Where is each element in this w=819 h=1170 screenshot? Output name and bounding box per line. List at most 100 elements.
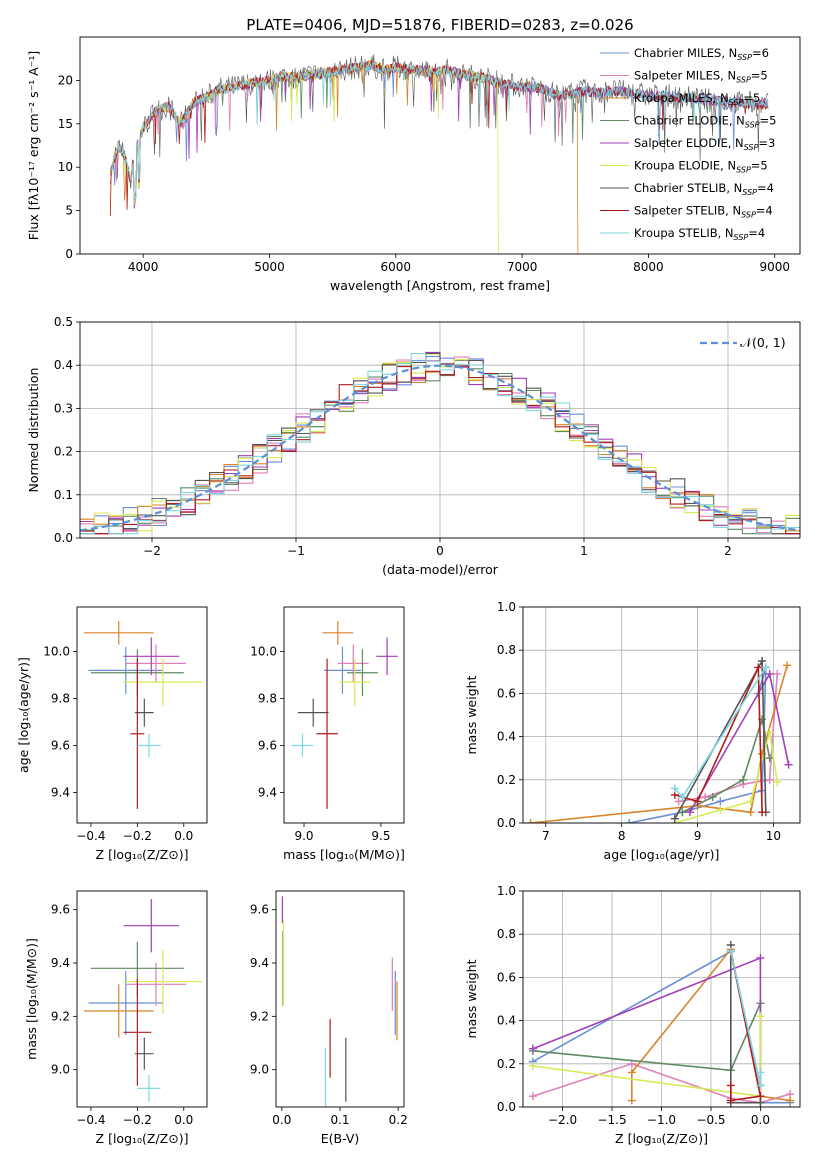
x-tick-label: 7000	[507, 260, 538, 274]
y-tick-label: 5	[65, 204, 73, 218]
x-tick-label: 8000	[633, 260, 664, 274]
y-axis-label: mass weight	[464, 675, 479, 754]
weight-point-marker	[528, 1061, 537, 1070]
mass-vs-EBV-panel: 0.0 0.1 0.2 9.0 9.2 9.4 9.6 E(B-V)	[250, 890, 408, 1146]
normal-curve	[79, 364, 801, 532]
y-tick-label: 10.0	[250, 645, 277, 659]
y-tick-label: 0.3	[54, 401, 73, 415]
weight-series-line	[532, 956, 762, 1097]
weight-point-marker	[756, 1081, 765, 1090]
y-tick-label: 0.6	[497, 970, 516, 984]
y-tick-label: 1.0	[497, 600, 516, 614]
histogram-series	[80, 359, 800, 535]
legend-label-sub: SSP	[737, 53, 752, 62]
legend-label-main: Salpeter STELIB, N	[634, 204, 741, 218]
weight-series-line	[674, 667, 767, 799]
legend-label-tail: =5	[751, 69, 768, 83]
y-tick-label: 9.6	[51, 903, 70, 917]
x-tick-label: 0.0	[174, 1113, 193, 1127]
x-tick-label: 0.0	[272, 1113, 291, 1127]
y-tick-label: 9.4	[250, 956, 269, 970]
age-vs-mass-panel: 9.0 9.5 9.4 9.6 9.8 10.0 mass [log₁₀(M/M⊙)]	[250, 606, 405, 862]
y-tick-label: 0.0	[497, 1100, 516, 1114]
x-tick-label: −0.2	[123, 829, 152, 843]
x-axis-label: (data-model)/error	[382, 562, 499, 577]
legend-label-sub: SSP	[729, 98, 744, 107]
y-tick-label: 0.1	[54, 488, 73, 502]
weight-point-marker	[761, 663, 770, 672]
y-tick-label: 0.4	[497, 730, 516, 744]
x-tick-label: 9.5	[371, 829, 390, 843]
y-tick-label: 9.2	[250, 1009, 269, 1023]
axes-frame	[522, 606, 801, 824]
x-tick-label: −1.0	[647, 1113, 676, 1127]
axes-frame	[79, 36, 801, 255]
x-tick-label: 9	[694, 829, 702, 843]
residuals-panel: −2 −1 0 1 2 0.0 0.1 0.2 0.3 0.4 0.5 (data-model)/er…	[26, 315, 801, 577]
y-tick-label: 9.2	[51, 1009, 70, 1023]
legend-label: Kroupa MILES, NSSP=5	[634, 91, 760, 107]
spectrum-panel: 4000 5000 6000 7000 8000 9000 0 5 10 15 20 waveleng…	[26, 36, 801, 293]
y-tick-label: 0.0	[497, 816, 516, 830]
legend-label: Salpeter ELODIE, NSSP=3	[634, 136, 775, 152]
histogram-series	[80, 352, 800, 535]
weight-point-marker	[765, 754, 774, 763]
x-axis-label: Z [log₁₀(Z/Z⊙)]	[615, 1131, 708, 1146]
weight-point-marker	[756, 953, 765, 962]
mass-vs-Z-panel: −0.4 −0.2 0.0 9.0 9.2 9.4 9.6 Z [log₁₀(Z/Z⊙)] ma…	[24, 890, 208, 1146]
weight-series-line	[629, 667, 767, 823]
y-axis-label: Normed distribution	[26, 368, 41, 493]
x-axis-label: age [log₁₀(age/yr)]	[604, 847, 720, 862]
x-tick-label: 0	[436, 544, 444, 558]
histogram-series	[80, 353, 800, 535]
weight-series-line	[674, 667, 763, 813]
y-tick-label: 0.8	[497, 927, 516, 941]
legend-label: Kroupa STELIB, NSSP=4	[634, 226, 765, 242]
y-tick-label: 20	[58, 73, 73, 87]
legend-label-tail: =4	[757, 181, 774, 195]
y-tick-label: 0.4	[497, 1014, 516, 1028]
legend-label: Chabrier MILES, NSSP=6	[634, 46, 769, 62]
x-axis-label: Z [log₁₀(Z/Z⊙)]	[96, 847, 189, 862]
weight-point-marker	[693, 797, 702, 806]
x-tick-label: 0.0	[751, 1113, 770, 1127]
age-vs-Z-panel: −0.4 −0.2 0.0 9.4 9.6 9.8 10.0 Z [log₁₀(Z/Z⊙)] a…	[16, 606, 208, 862]
legend-label-sub: SSP	[741, 211, 756, 220]
y-tick-label: 9.8	[258, 692, 277, 706]
y-tick-label: 9.6	[258, 739, 277, 753]
weight-point-marker	[726, 1081, 735, 1090]
mass-weight-vs-age-panel: 7 8 9 10 0.0 0.2 0.4 0.6 0.8 1.0 age [log₁₀(age/yr…	[464, 600, 801, 862]
y-tick-label: 10.0	[43, 645, 70, 659]
weight-point-marker	[773, 777, 782, 786]
weight-point-marker	[786, 1096, 795, 1105]
x-tick-label: 9.0	[294, 829, 313, 843]
x-tick-label: 4000	[128, 260, 159, 274]
axes-frame	[283, 606, 405, 824]
weight-point-marker	[756, 1012, 765, 1021]
x-tick-label: −2	[143, 544, 161, 558]
weight-series-line	[730, 951, 762, 1086]
x-tick-label: −1.5	[597, 1113, 626, 1127]
y-tick-label: 10	[58, 160, 73, 174]
y-tick-label: 0.2	[54, 445, 73, 459]
legend-label-main: Kroupa STELIB, N	[634, 226, 734, 240]
y-axis-label: mass [log₁₀(M/M⊙)]	[24, 938, 39, 1060]
weight-point-marker	[627, 1068, 636, 1077]
y-axis-label: Flux [fλ10⁻¹⁷ erg cm⁻² s⁻¹ A⁻¹]	[26, 51, 41, 240]
x-tick-label: −0.2	[123, 1113, 152, 1127]
x-axis-label: E(B-V)	[321, 1131, 360, 1146]
legend-label: 𝒩(0, 1)	[740, 335, 786, 350]
weight-point-marker	[528, 1092, 537, 1101]
weight-point-marker	[739, 775, 748, 784]
weight-point-marker	[756, 1068, 765, 1077]
mass-weight-vs-Z-panel: −2.0 −1.5 −1.0 −0.5 0.0 0.0 0.2 0.4 0.6 0.8 1.0 Z […	[464, 884, 801, 1146]
weight-point-marker	[716, 797, 725, 806]
weight-point-marker	[627, 1096, 636, 1105]
legend-label-main: Kroupa MILES, N	[634, 91, 729, 105]
x-tick-label: 0.2	[389, 1113, 408, 1127]
weight-point-marker	[783, 661, 792, 670]
axes-frame	[275, 890, 405, 1108]
y-tick-label: 0.2	[497, 773, 516, 787]
legend-label-tail: =5	[743, 91, 760, 105]
weight-point-marker	[528, 1044, 537, 1053]
